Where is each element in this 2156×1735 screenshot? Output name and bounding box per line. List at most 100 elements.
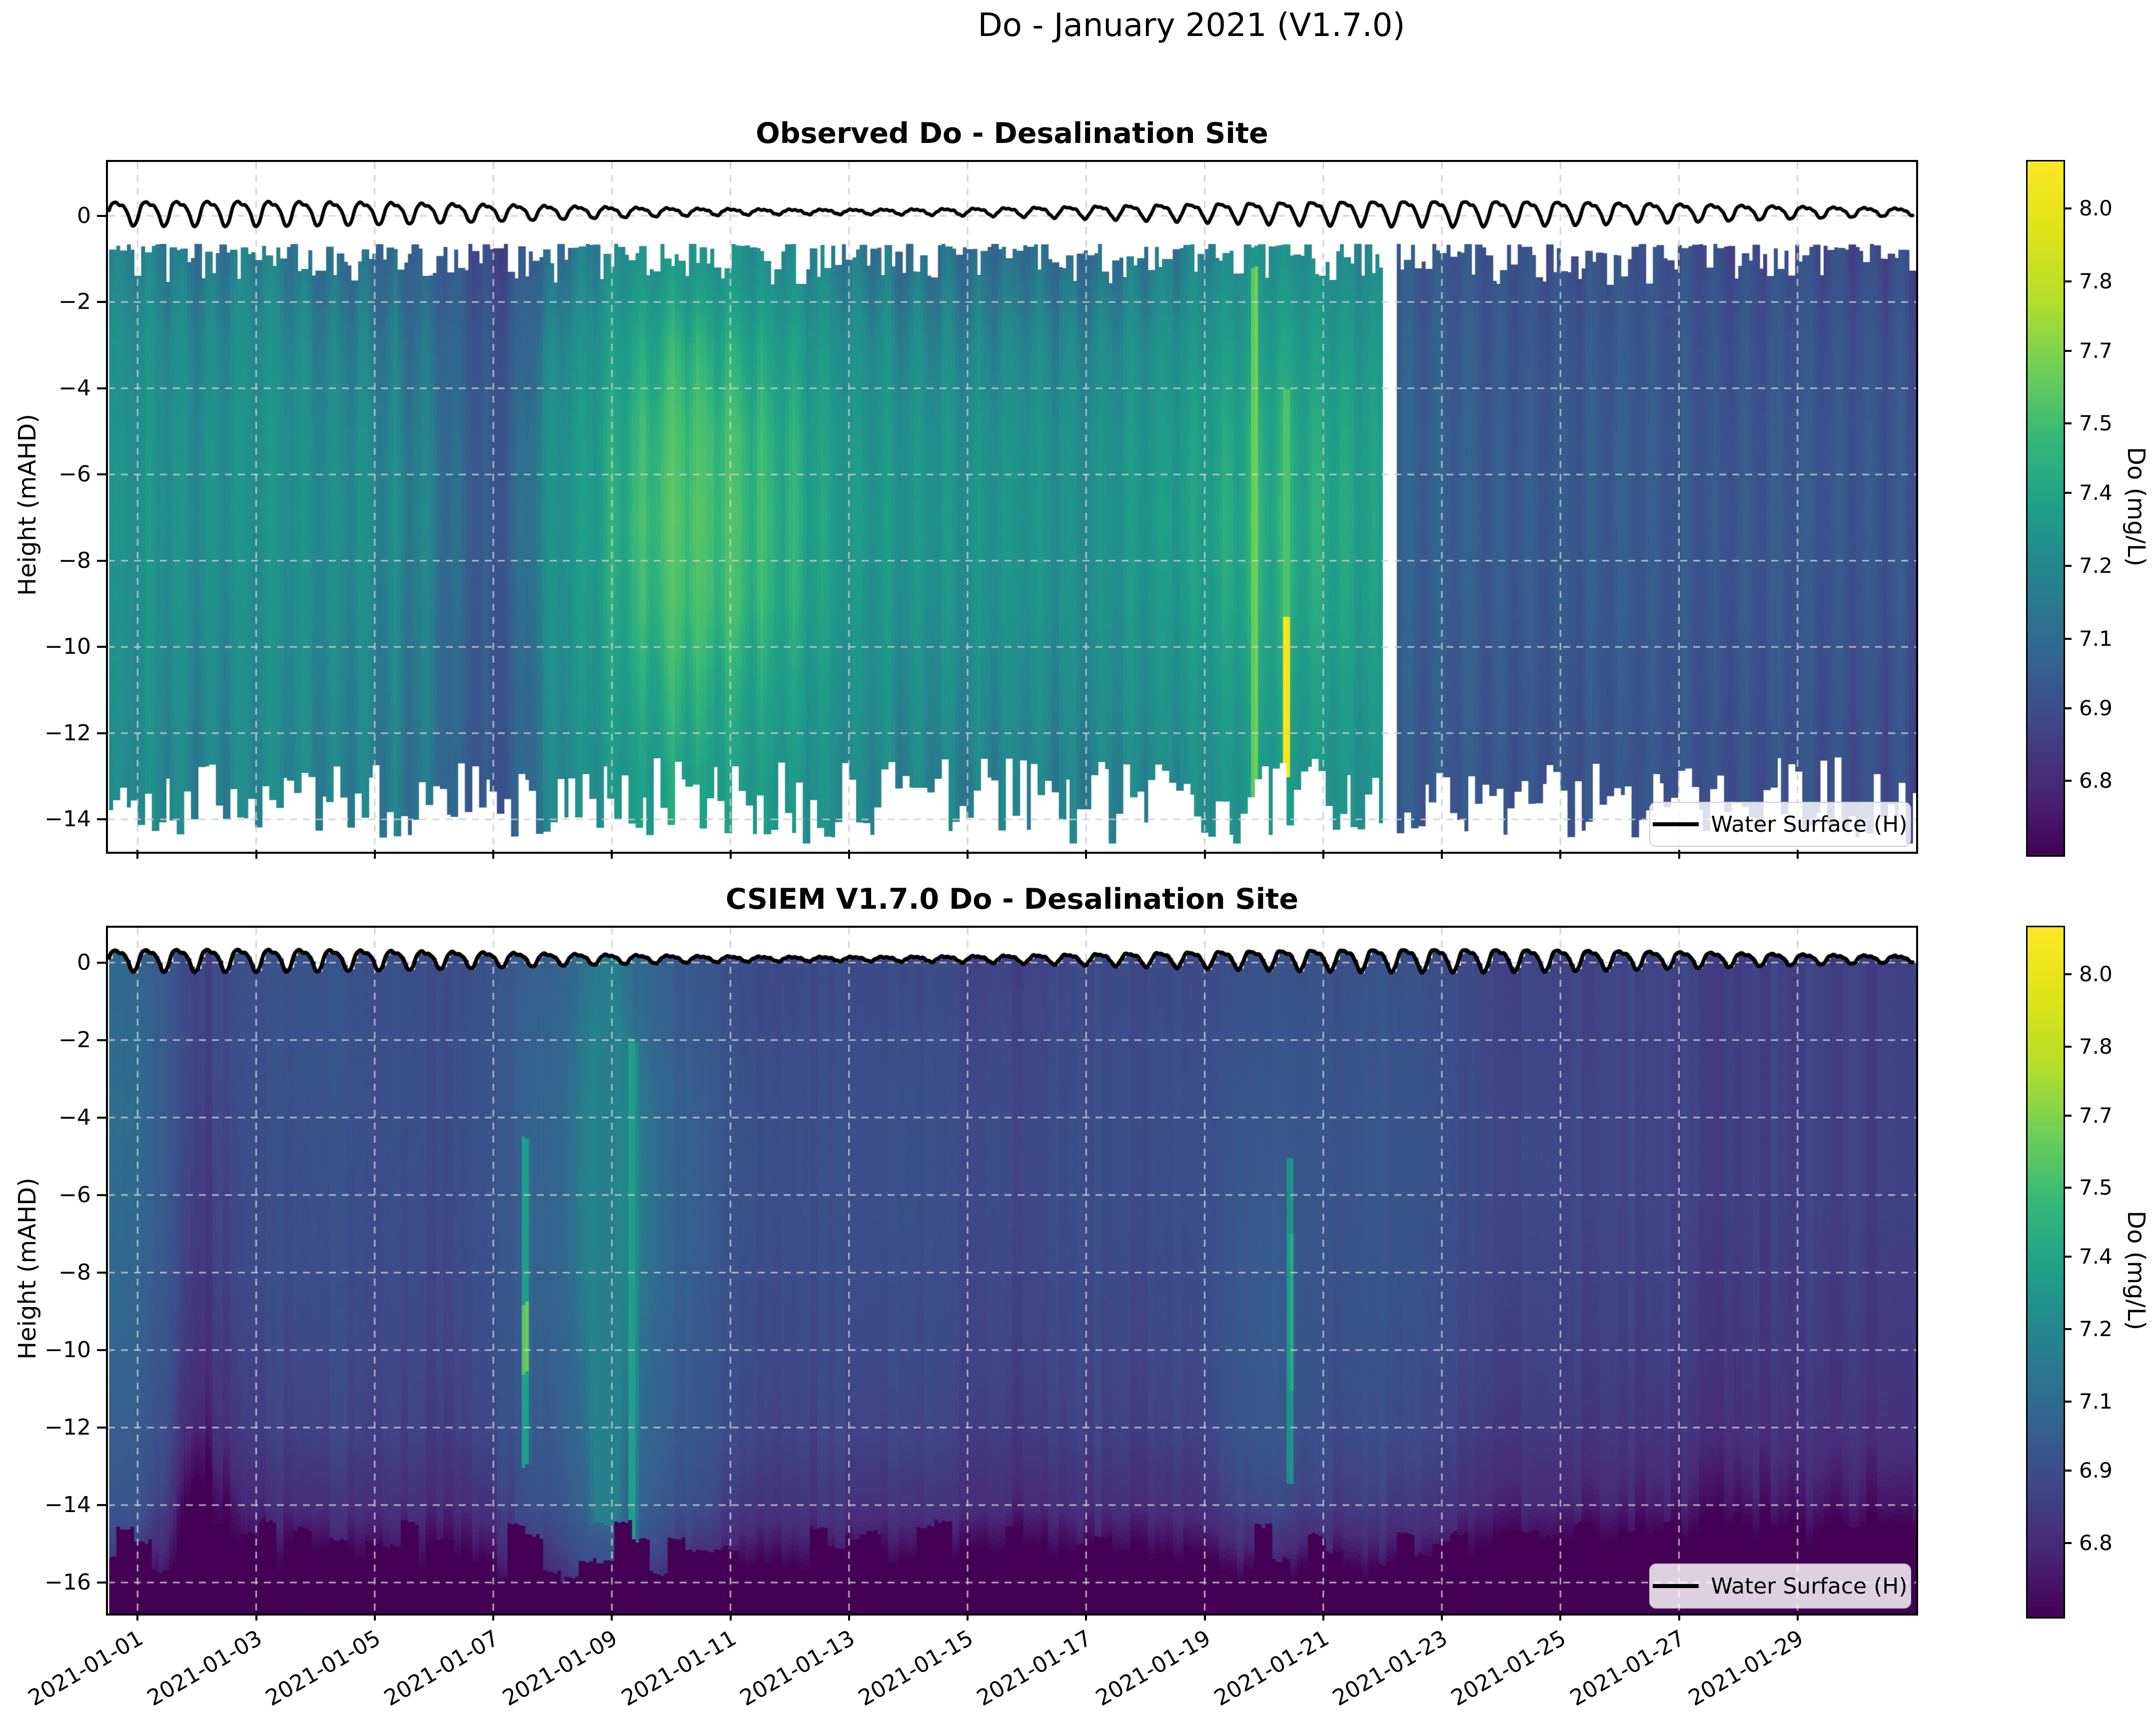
colorbar-tick (2064, 1401, 2072, 1403)
colorbar-tick-label: 7.4 (2079, 1244, 2113, 1269)
y-tick (97, 1039, 106, 1041)
model-colorbar-label: Do (mg/L) (2122, 1211, 2150, 1331)
x-tick (1441, 850, 1443, 859)
colorbar-tick-label: 7.7 (2079, 338, 2113, 363)
colorbar-tick (2064, 707, 2072, 709)
x-tick (1678, 850, 1680, 859)
observed-colorbar (2026, 160, 2065, 857)
colorbar-tick (2064, 1328, 2072, 1331)
y-tick (97, 301, 106, 303)
colorbar-tick (2064, 280, 2072, 282)
colorbar-tick-label: 6.8 (2079, 1531, 2113, 1556)
colorbar-tick (2064, 1542, 2072, 1545)
colorbar-tick (2064, 780, 2072, 782)
y-tick (97, 559, 106, 562)
x-tick (1203, 850, 1206, 859)
model-heatmap-canvas (108, 928, 1916, 1614)
y-tick-label: −8 (58, 1259, 91, 1285)
y-tick (97, 1349, 106, 1351)
y-tick (97, 818, 106, 821)
colorbar-tick-label: 7.4 (2079, 480, 2113, 505)
x-tick (492, 1612, 495, 1621)
y-tick-label: −2 (58, 1027, 91, 1053)
x-tick (1085, 850, 1087, 859)
y-tick (97, 473, 106, 476)
colorbar-tick (2064, 1256, 2072, 1258)
colorbar-tick-label: 7.8 (2079, 268, 2113, 293)
colorbar-tick (2064, 1114, 2072, 1117)
observed-heatmap-axes (106, 160, 1918, 854)
x-tick (373, 1612, 376, 1621)
figure-suptitle: Do - January 2021 (V1.7.0) (978, 7, 1405, 44)
y-tick-label: −6 (58, 1182, 91, 1208)
x-tick (1559, 850, 1562, 859)
x-tick (255, 850, 257, 859)
colorbar-tick (2064, 422, 2072, 425)
y-tick-label: −2 (58, 289, 91, 315)
y-tick-label: −16 (44, 1569, 91, 1595)
x-tick (967, 1612, 969, 1621)
y-tick-label: −10 (44, 634, 91, 660)
observed-legend: Water Surface (H) (1649, 802, 1911, 847)
y-tick-label: 0 (77, 949, 91, 975)
y-tick-label: −12 (44, 1414, 91, 1440)
water-surface-line-swatch (1653, 822, 1699, 826)
x-tick (967, 850, 969, 859)
x-tick (729, 1612, 732, 1621)
legend-label: Water Surface (H) (1711, 811, 1908, 837)
x-tick (848, 1612, 850, 1621)
colorbar-tick-label: 7.1 (2079, 1389, 2113, 1414)
colorbar-tick (2064, 1470, 2072, 1472)
colorbar-tick (2064, 1187, 2072, 1189)
colorbar-tick-label: 8.0 (2079, 196, 2113, 221)
x-tick (729, 850, 732, 859)
x-tick (1203, 1612, 1206, 1621)
observed-heatmap-canvas (108, 162, 1916, 852)
x-tick (611, 850, 613, 859)
model-panel-title: CSIEM V1.7.0 Do - Desalination Site (725, 883, 1299, 916)
observed-panel-title: Observed Do - Desalination Site (756, 117, 1268, 150)
x-tick (848, 850, 850, 859)
model-legend: Water Surface (H) (1649, 1564, 1911, 1609)
y-tick (97, 961, 106, 964)
x-tick (1441, 1612, 1443, 1621)
y-tick-label: −4 (58, 1104, 91, 1130)
colorbar-tick-label: 7.2 (2079, 553, 2113, 578)
y-tick (97, 1426, 106, 1429)
x-tick (255, 1612, 257, 1621)
colorbar-tick (2064, 349, 2072, 352)
x-tick (373, 850, 376, 859)
colorbar-tick (2064, 564, 2072, 567)
model-colorbar-gradient (2028, 927, 2064, 1617)
observed-colorbar-label: Do (mg/L) (2122, 447, 2150, 567)
colorbar-tick (2064, 207, 2072, 210)
y-tick (97, 214, 106, 217)
colorbar-tick-label: 7.2 (2079, 1317, 2113, 1342)
y-tick-label: −4 (58, 375, 91, 401)
y-tick-label: −6 (58, 461, 91, 487)
y-tick-label: −8 (58, 547, 91, 573)
x-tick (1678, 1612, 1680, 1621)
y-tick-label: −14 (44, 1492, 91, 1518)
colorbar-tick-label: 7.1 (2079, 626, 2113, 651)
water-surface-line-swatch (1653, 1584, 1699, 1588)
colorbar-tick (2064, 492, 2072, 494)
colorbar-tick-label: 8.0 (2079, 961, 2113, 986)
x-tick (136, 1612, 139, 1621)
y-tick-label: −14 (44, 806, 91, 832)
model-colorbar (2026, 926, 2065, 1619)
observed-colorbar-gradient (2028, 161, 2064, 855)
model-heatmap-axes (106, 926, 1918, 1616)
x-tick (1322, 1612, 1324, 1621)
y-tick (97, 646, 106, 648)
y-tick (97, 1194, 106, 1196)
colorbar-tick (2064, 1045, 2072, 1048)
y-tick-label: −12 (44, 720, 91, 746)
y-tick (97, 387, 106, 389)
colorbar-tick (2064, 973, 2072, 975)
x-tick (1322, 850, 1324, 859)
y-tick-label: −10 (44, 1337, 91, 1363)
y-tick (97, 1271, 106, 1274)
x-tick (1796, 850, 1799, 859)
